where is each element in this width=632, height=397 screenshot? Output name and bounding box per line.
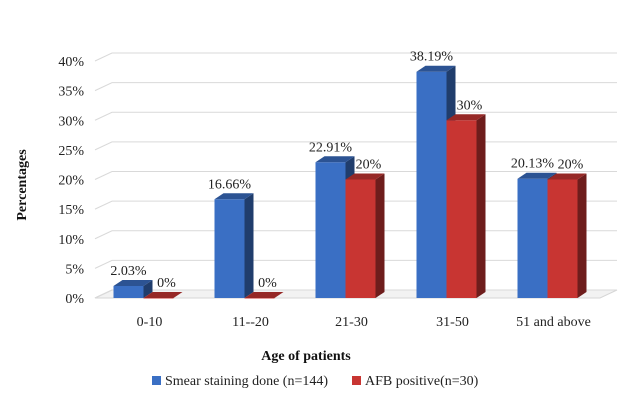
bar-top bbox=[143, 292, 183, 298]
bar-smear bbox=[113, 279, 153, 298]
bar-front bbox=[244, 298, 275, 299]
gridline bbox=[94, 52, 617, 62]
y-tick-label: 0% bbox=[65, 292, 84, 307]
x-tick-label: 11--20 bbox=[232, 315, 269, 330]
bar-top bbox=[517, 172, 557, 179]
legend-label: AFB positive(n=30) bbox=[365, 374, 479, 389]
bar-side bbox=[375, 173, 385, 298]
gridline bbox=[94, 111, 617, 121]
y-axis-ticks: 0% 5% 10% 15% 20% 25% 30% 35% 40% bbox=[58, 55, 84, 307]
x-axis-title: Age of patients bbox=[261, 349, 351, 364]
bar-top bbox=[214, 193, 254, 200]
data-label: 22.91% bbox=[309, 140, 353, 155]
bar-front bbox=[345, 179, 376, 298]
bar-front bbox=[143, 298, 174, 299]
legend-label: Smear staining done (n=144) bbox=[165, 374, 328, 389]
y-tick-label: 15% bbox=[58, 203, 84, 218]
data-label: 20.13% bbox=[511, 157, 555, 172]
data-label: 38.19% bbox=[410, 50, 454, 65]
data-label: 0% bbox=[157, 276, 176, 291]
legend-item: AFB positive(n=30) bbox=[352, 374, 479, 389]
gridline bbox=[94, 82, 617, 92]
bar-front bbox=[416, 71, 447, 299]
bar-top bbox=[547, 173, 587, 180]
y-tick-label: 5% bbox=[65, 262, 84, 277]
bar-side bbox=[244, 193, 254, 298]
y-tick-label: 10% bbox=[58, 233, 84, 248]
bar-side bbox=[476, 114, 486, 298]
legend-swatch bbox=[152, 376, 161, 385]
bars bbox=[113, 65, 587, 299]
legend-swatch bbox=[352, 376, 361, 385]
legend: Smear staining done (n=144) AFB positive(… bbox=[152, 374, 479, 389]
bar-afb bbox=[143, 292, 183, 299]
gridline bbox=[94, 141, 617, 151]
x-tick-label: 31-50 bbox=[436, 315, 469, 330]
bar-top bbox=[446, 114, 486, 121]
bar-front bbox=[446, 120, 477, 298]
y-tick-label: 40% bbox=[58, 55, 84, 70]
x-axis-ticks: 0-10 11--20 21-30 31-50 51 and above bbox=[137, 315, 591, 330]
bar-front bbox=[547, 179, 578, 298]
y-tick-label: 25% bbox=[58, 144, 84, 159]
bar-top bbox=[315, 156, 355, 163]
bar-front bbox=[315, 162, 346, 298]
bar-top bbox=[345, 173, 385, 180]
bar-front bbox=[113, 285, 144, 298]
bar-side bbox=[577, 173, 587, 298]
x-tick-label: 51 and above bbox=[516, 315, 591, 330]
data-labels: 2.03%0%16.66%0%22.91%20%38.19%30%20.13% 2… bbox=[110, 50, 583, 291]
data-label: 30% bbox=[457, 98, 483, 113]
bar-side bbox=[143, 279, 153, 298]
data-label: 20% bbox=[356, 158, 382, 173]
bar-afb bbox=[244, 292, 284, 299]
data-label: 20% bbox=[558, 158, 584, 173]
bar-front bbox=[517, 178, 548, 298]
y-tick-label: 30% bbox=[58, 114, 84, 129]
bar-smear bbox=[214, 193, 254, 298]
y-tick-label: 20% bbox=[58, 174, 84, 189]
bar-top bbox=[113, 279, 153, 286]
data-label: 16.66% bbox=[208, 177, 252, 192]
x-tick-label: 0-10 bbox=[137, 315, 163, 330]
bar-afb bbox=[547, 173, 587, 298]
bar-afb bbox=[345, 173, 385, 298]
x-tick-label: 21-30 bbox=[335, 315, 368, 330]
bar-top bbox=[244, 292, 284, 298]
y-tick-label: 35% bbox=[58, 85, 84, 100]
data-label: 2.03% bbox=[110, 264, 147, 279]
bar-front bbox=[214, 199, 245, 298]
bar-afb bbox=[446, 114, 486, 298]
y-axis-title: Percentages bbox=[15, 149, 30, 221]
legend-item: Smear staining done (n=144) bbox=[152, 374, 328, 389]
bar-top bbox=[416, 65, 456, 72]
data-label: 0% bbox=[258, 276, 277, 291]
